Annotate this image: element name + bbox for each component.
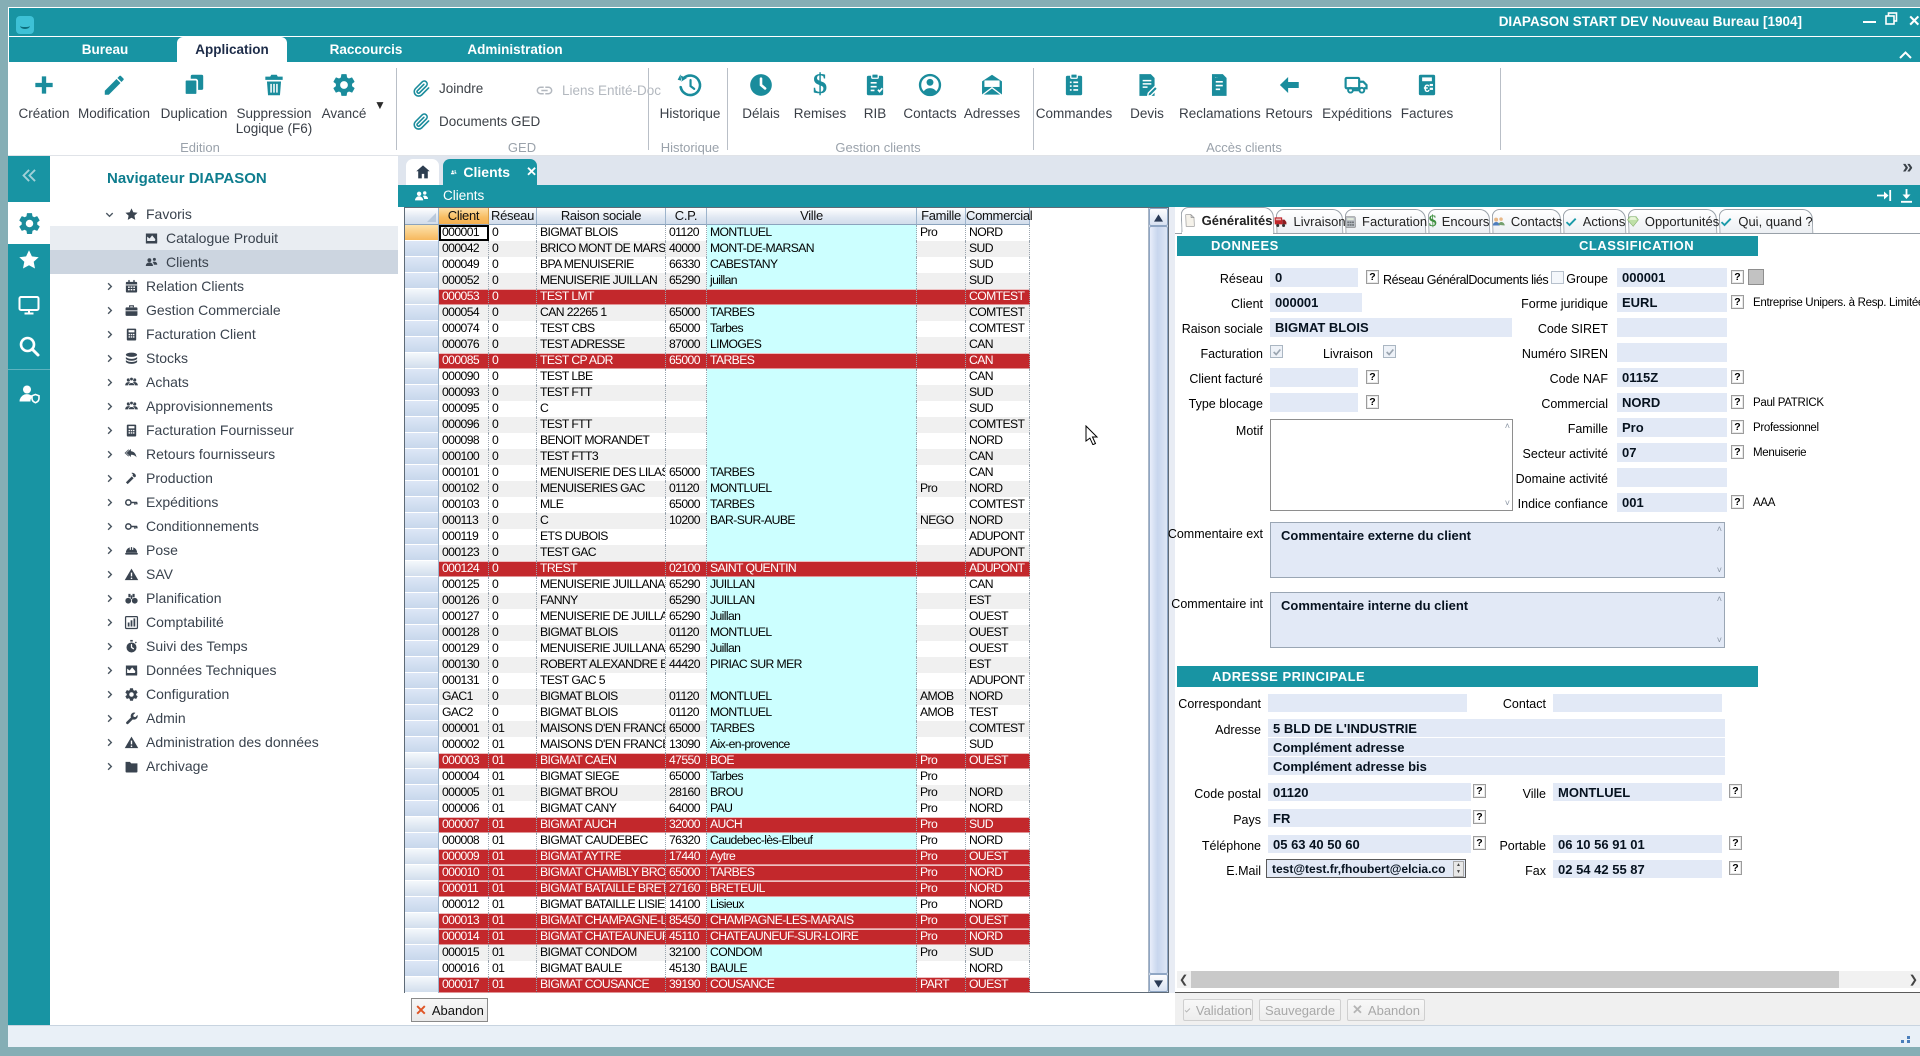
svg-text:€: € <box>1424 83 1430 95</box>
